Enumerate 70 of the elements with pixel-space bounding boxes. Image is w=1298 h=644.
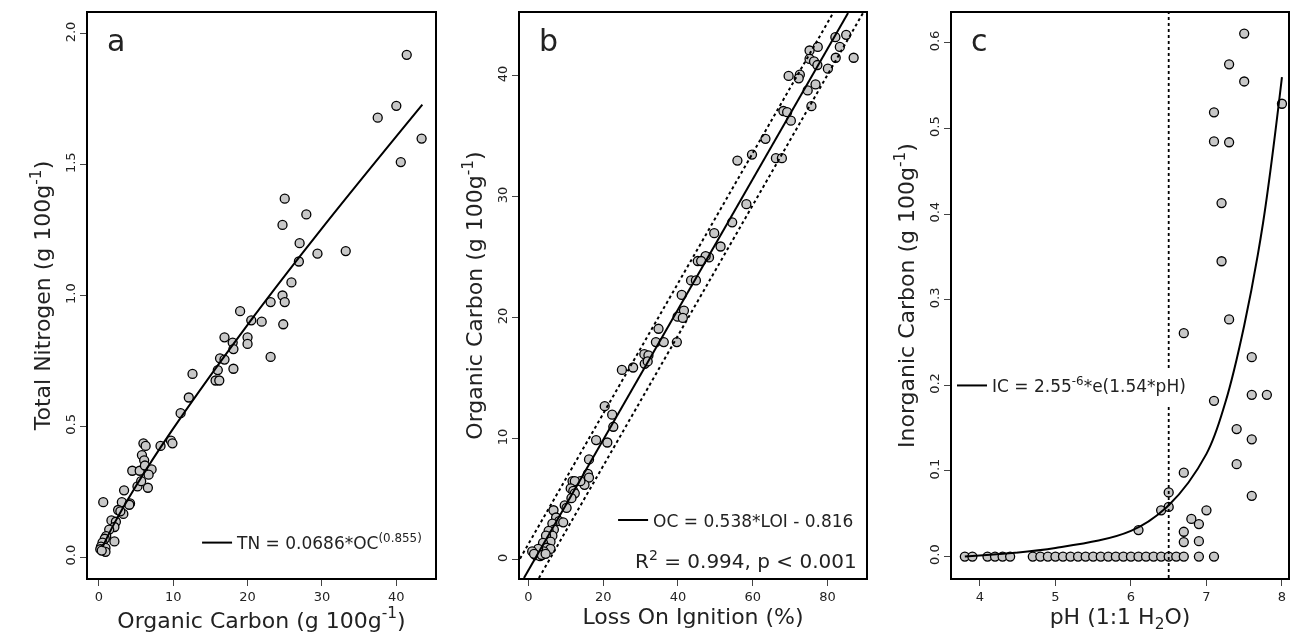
point [1208,107,1220,118]
point [1193,518,1205,530]
point [1216,256,1227,267]
y-tick-label: 0.5 [927,116,943,137]
y-tick-label: 0.3 [927,287,943,309]
point [1246,434,1257,445]
point [1223,59,1235,70]
y-tick-label: 0.4 [927,201,943,223]
x-tick-label: 7 [1202,589,1211,605]
x-tick-label: 20 [239,589,256,605]
point [1193,536,1205,547]
y-tick-label: 0.0 [63,544,79,566]
annotation: R$^{2}$ = 0.994, p < 0.001 [635,547,857,574]
point [1246,389,1257,400]
y-tick-label: 10 [495,428,511,446]
y-tick-label: 0.2 [927,373,943,394]
point [1231,458,1242,470]
y-tick-label: 1.5 [63,152,79,174]
point [1239,76,1250,87]
point [1201,505,1212,516]
x-axis-title: pH (1:1 H$_{2}$O) [1049,604,1191,633]
y-tick-label: 0.0 [927,544,943,565]
y-tick-label: 40 [495,65,511,83]
y-tick-label: 0.5 [63,414,79,435]
y-tick-label: 0.6 [927,30,943,52]
point [1178,467,1189,478]
chart-title: a [107,23,126,58]
y-tick-label: 20 [495,307,511,325]
x-tick-label: 4 [975,589,985,605]
point [1178,328,1189,339]
x-axis-title: Loss On Ignition (%) [582,604,804,630]
y-tick-label: 1.0 [63,283,79,304]
y-tick-label: 0.1 [927,458,943,480]
point [1231,423,1242,435]
point [1208,551,1220,562]
legend-label: TN = 0.0686*OC$^{(0.855)}$ [236,531,422,554]
x-tick-label: 0 [524,589,533,605]
point [1178,551,1189,562]
chart-title: c [971,23,988,58]
y-tick-label: 0 [495,553,511,563]
x-tick-label: 6 [1126,589,1136,605]
point [1208,395,1220,406]
x-tick-label: 80 [819,589,836,605]
x-tick-label: 10 [164,589,182,605]
x-tick-label: 5 [1051,589,1060,605]
point [1246,490,1257,501]
x-tick-label: 20 [594,589,612,605]
legend-label: IC = 2.55$^{-6}$*e(1.54*pH) [992,373,1186,397]
point [1178,536,1189,548]
x-tick-label: 0 [94,589,103,605]
x-tick-label: 40 [388,589,405,605]
x-tick-label: 8 [1277,589,1287,605]
point [1246,351,1257,363]
y-tick-label: 2.0 [63,21,79,43]
point [1223,137,1235,148]
point [1178,526,1189,537]
point [1193,551,1205,562]
y-tick-label: 30 [495,186,511,204]
chart-title: b [539,23,559,58]
point [1261,389,1273,400]
point [1186,513,1197,525]
x-tick-label: 30 [313,589,331,605]
x-tick-label: 40 [669,589,687,605]
point [1208,136,1220,147]
legend-label: OC = 0.538*LOI - 0.816 [653,510,854,531]
x-axis-title: Organic Carbon (g 100g$^{-1}$) [117,604,406,633]
point [1239,28,1250,39]
point [1216,197,1227,209]
x-tick-label: 60 [744,589,762,605]
point [1223,314,1235,325]
